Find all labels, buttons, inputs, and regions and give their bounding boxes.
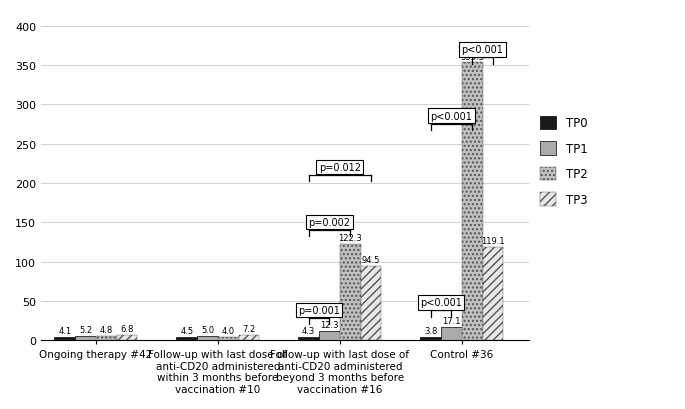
Text: 4.5: 4.5 <box>180 326 193 335</box>
Bar <box>421 337 441 340</box>
Text: 6.8: 6.8 <box>121 324 134 333</box>
Text: 7.2: 7.2 <box>242 324 256 333</box>
Bar <box>54 337 75 340</box>
Bar <box>319 331 340 340</box>
Bar <box>176 337 197 340</box>
Text: p<0.001: p<0.001 <box>462 45 503 55</box>
Text: 4.1: 4.1 <box>58 326 71 335</box>
Bar <box>441 327 462 340</box>
Text: 4.3: 4.3 <box>302 326 315 335</box>
Text: 17.1: 17.1 <box>442 316 461 325</box>
Text: 5.2: 5.2 <box>79 325 92 334</box>
Text: 119.1: 119.1 <box>481 236 505 245</box>
Text: 94.5: 94.5 <box>362 255 380 264</box>
Bar <box>116 335 137 340</box>
Bar <box>238 335 260 340</box>
Bar <box>96 337 116 340</box>
Bar <box>299 337 319 340</box>
Text: p<0.001: p<0.001 <box>420 297 462 308</box>
Bar <box>340 245 360 340</box>
Bar <box>462 63 482 340</box>
Bar <box>360 266 382 340</box>
Text: 5.0: 5.0 <box>201 326 214 335</box>
Text: p=0.002: p=0.002 <box>308 218 351 227</box>
Text: p<0.001: p<0.001 <box>430 112 473 121</box>
Bar <box>482 247 503 340</box>
Text: p=0.012: p=0.012 <box>319 163 361 173</box>
Text: 4.8: 4.8 <box>99 326 113 335</box>
Text: 4.0: 4.0 <box>222 326 235 335</box>
Text: 122.3: 122.3 <box>338 234 362 243</box>
Text: 12.3: 12.3 <box>320 320 338 329</box>
Text: 353.3: 353.3 <box>460 52 484 61</box>
Bar <box>75 336 96 340</box>
Text: 3.8: 3.8 <box>424 326 437 335</box>
Bar <box>218 337 238 340</box>
Legend: TP0, TP1, TP2, TP3: TP0, TP1, TP2, TP3 <box>540 116 587 207</box>
Text: p=0.001: p=0.001 <box>298 305 340 315</box>
Bar <box>197 337 218 340</box>
